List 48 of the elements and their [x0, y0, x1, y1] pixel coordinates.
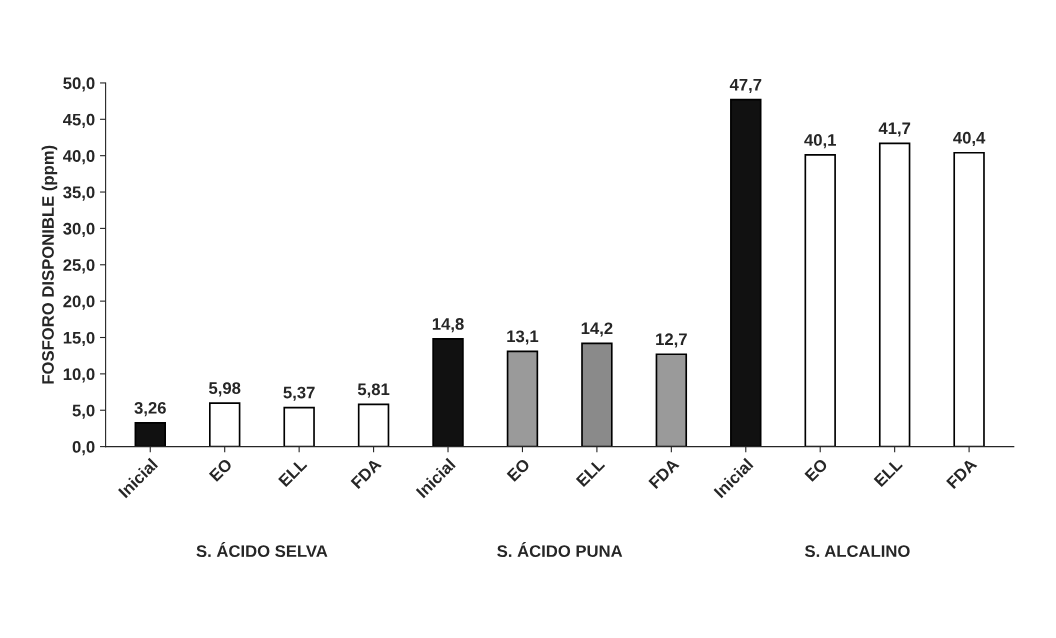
- data-label: 5,98: [209, 382, 241, 397]
- y-axis-title: FOSFORO DISPONIBLE (ppm): [41, 145, 58, 384]
- data-label: 40,1: [804, 134, 836, 149]
- x-tick-label: EO: [506, 457, 531, 482]
- y-tick-label: 20,0: [63, 295, 95, 310]
- bar: [357, 403, 390, 447]
- y-tick-label: 25,0: [63, 259, 95, 274]
- y-tick-label: 45,0: [63, 113, 95, 128]
- bar: [804, 154, 836, 447]
- x-tick-label: EO: [208, 457, 233, 482]
- bar: [134, 422, 166, 447]
- bar: [730, 98, 762, 447]
- x-tick-label: FDA: [946, 457, 978, 489]
- bar: [506, 350, 539, 447]
- y-tick-label: 40,0: [63, 150, 95, 165]
- y-tick-label: 5,0: [72, 404, 95, 419]
- y-tick-label: 10,0: [63, 368, 95, 383]
- bar: [283, 406, 315, 447]
- data-label: 14,8: [432, 318, 464, 333]
- bar: [581, 342, 613, 447]
- data-label: 12,7: [656, 333, 687, 348]
- x-tick-label: EO: [804, 457, 829, 482]
- x-tick-label: FDA: [648, 457, 680, 489]
- bar: [878, 142, 911, 447]
- y-tick-label: 50,0: [63, 77, 95, 92]
- text: S. ÁCIDO SELVA: [196, 542, 328, 558]
- text: S. ALCALINO: [804, 545, 910, 558]
- text: S. ÁCIDO PUNA: [497, 542, 623, 558]
- x-tick-label: ELL: [278, 457, 308, 488]
- x-tick-label: FDA: [350, 457, 382, 489]
- bar: [655, 353, 688, 447]
- y-tick-label: 35,0: [63, 186, 95, 201]
- data-label: 41,7: [878, 122, 911, 137]
- y-tick-label: 30,0: [63, 222, 95, 238]
- x-tick-label: ELL: [873, 457, 903, 488]
- x-tick-label: ELL: [575, 457, 606, 488]
- data-label: 5,37: [283, 386, 315, 401]
- data-label: 3,26: [134, 401, 166, 417]
- data-label: 47,7: [729, 78, 762, 93]
- data-label: 40,4: [953, 131, 986, 147]
- y-tick-label: 0,0: [72, 441, 95, 456]
- data-label: 5,81: [357, 383, 390, 398]
- bar: [953, 151, 985, 447]
- data-label: 14,2: [581, 322, 613, 337]
- bar: [208, 402, 241, 447]
- y-tick-label: 15,0: [63, 331, 95, 347]
- bar: [432, 338, 464, 447]
- data-label: 13,1: [507, 330, 539, 345]
